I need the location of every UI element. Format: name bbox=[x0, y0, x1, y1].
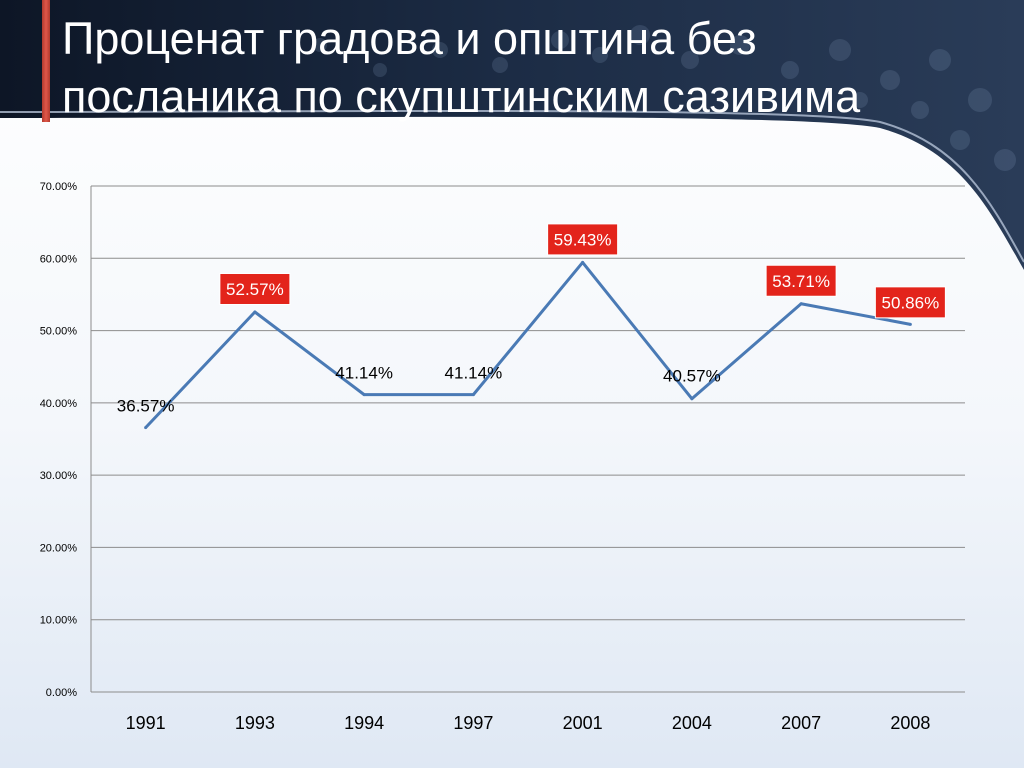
data-point bbox=[581, 260, 585, 264]
data-point bbox=[362, 393, 366, 397]
y-tick-label: 60.00% bbox=[40, 253, 78, 265]
data-point bbox=[144, 426, 148, 430]
data-point bbox=[690, 397, 694, 401]
data-label: 36.57% bbox=[117, 397, 175, 416]
x-tick-label: 2004 bbox=[672, 713, 712, 733]
x-tick-label: 1991 bbox=[126, 713, 166, 733]
data-label-box bbox=[547, 223, 619, 256]
x-tick-label: 2001 bbox=[563, 713, 603, 733]
y-tick-label: 70.00% bbox=[40, 181, 78, 193]
data-point bbox=[253, 310, 257, 314]
title-accent-bar bbox=[42, 0, 50, 122]
y-tick-label: 50.00% bbox=[40, 326, 78, 338]
data-point bbox=[908, 322, 912, 326]
series-line bbox=[144, 260, 912, 430]
data-label: 52.57% bbox=[226, 280, 284, 299]
y-tick-label: 20.00% bbox=[40, 542, 78, 554]
data-label: 41.14% bbox=[445, 364, 503, 383]
x-tick-label: 2007 bbox=[781, 713, 821, 733]
banner-highlight bbox=[0, 109, 1024, 263]
x-tick-label: 1997 bbox=[453, 713, 493, 733]
data-label: 53.71% bbox=[772, 272, 830, 291]
data-labels: 36.57% 52.57% 41.14% 41.14% 59.43% 40.57% 53.7… bbox=[117, 223, 946, 416]
data-label: 59.43% bbox=[554, 230, 612, 249]
x-axis-ticks: 1991 1993 1994 1997 2001 2004 2007 2008 bbox=[126, 713, 931, 733]
y-tick-label: 10.00% bbox=[40, 615, 78, 627]
grid-lines bbox=[90, 185, 965, 693]
data-label-box bbox=[765, 264, 837, 297]
banner-shape bbox=[0, 0, 1024, 270]
audience-texture bbox=[313, 25, 1016, 171]
data-label: 41.14% bbox=[335, 364, 393, 383]
data-label: 40.57% bbox=[663, 367, 721, 386]
data-label-box bbox=[874, 286, 946, 319]
y-tick-label: 40.00% bbox=[40, 398, 78, 410]
x-tick-label: 2008 bbox=[890, 713, 930, 733]
data-point bbox=[471, 393, 475, 397]
slide-title: Проценат градова и општина без посланика… bbox=[62, 13, 861, 122]
data-point bbox=[799, 302, 803, 306]
y-tick-label: 0.00% bbox=[46, 687, 77, 699]
y-axis-ticks: 0.00% 10.00% 20.00% 30.00% 40.00% 50.00% 60.00… bbox=[40, 181, 78, 699]
series-line-path bbox=[144, 260, 911, 429]
data-label: 50.86% bbox=[882, 293, 940, 312]
y-tick-label: 30.00% bbox=[40, 470, 78, 482]
data-label-box bbox=[219, 272, 291, 305]
header-banner bbox=[0, 0, 1024, 270]
x-tick-label: 1993 bbox=[235, 713, 275, 733]
x-tick-label: 1994 bbox=[344, 713, 384, 733]
